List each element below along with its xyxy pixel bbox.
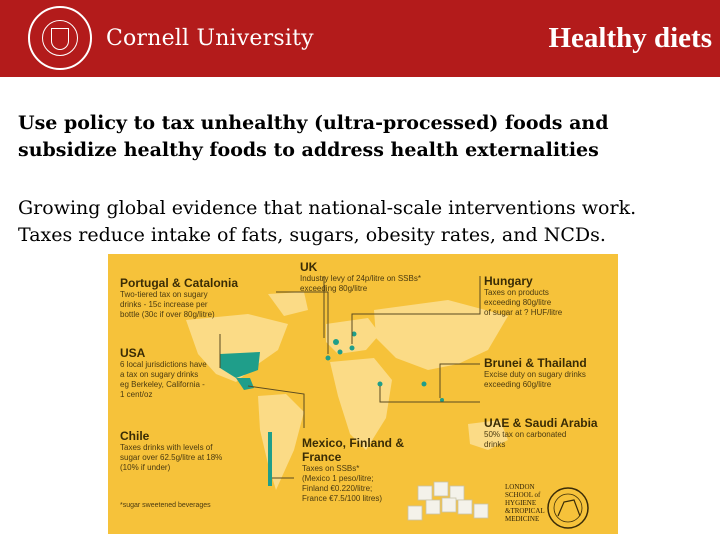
box-line: France €7.5/100 litres) [302, 494, 383, 503]
lshtm-line: &TROPICAL [505, 507, 545, 515]
thailand-marker [421, 381, 427, 387]
box-heading: Portugal & Catalonia [120, 276, 239, 290]
body-text: Growing global evidence that national-sc… [18, 195, 718, 249]
box-heading: Chile [120, 429, 150, 443]
box-heading: USA [120, 346, 146, 360]
cornell-seal-icon [28, 6, 92, 70]
lead-statement: Use policy to tax unhealthy (ultra-proce… [18, 112, 609, 161]
box-line: Taxes on SSBs* [302, 464, 360, 473]
box-line: exceeding 80g/litre [300, 284, 368, 293]
world-map [186, 276, 589, 529]
box-line: exceeding 60g/litre [484, 380, 552, 389]
lshtm-line: HYGIENE [505, 499, 537, 507]
slide-title: Healthy diets [548, 22, 712, 54]
uk-marker [333, 339, 339, 345]
lshtm-line: MEDICINE [505, 515, 540, 523]
box-uk: UK Industry levy of 24p/litre on SSBs* e… [300, 260, 470, 294]
box-line: Taxes drinks with levels of [120, 443, 213, 452]
box-brunei-thailand: Brunei & Thailand Excise duty on sugary … [484, 356, 614, 390]
box-hungary: Hungary Taxes on products exceeding 80g/… [484, 274, 614, 318]
lshtm-crest-icon [547, 487, 589, 529]
north-america-shape [186, 314, 288, 382]
box-heading: UK [300, 260, 318, 274]
asia-shape [374, 300, 508, 370]
box-uae-saudi: UAE & Saudi Arabia 50% tax on carbonated… [484, 416, 614, 450]
box-usa: USA 6 local jurisdictions have a tax on … [120, 346, 240, 400]
box-line: 6 local jurisdictions have [120, 360, 207, 369]
box-line: Industry levy of 24p/litre on SSBs* [300, 274, 421, 283]
box-heading: UAE & Saudi Arabia [484, 416, 598, 430]
box-line: exceeding 80g/litre [484, 298, 552, 307]
box-line: sugar over 62.5g/litre at 18% [120, 453, 223, 462]
box-line: (10% if under) [120, 463, 171, 472]
box-heading: Hungary [484, 274, 533, 288]
box-line: of sugar at ? HUF/litre [484, 308, 563, 317]
portugal-marker [325, 355, 331, 361]
lshtm-logo-text: LONDON SCHOOL of HYGIENE &TROPICAL MEDIC… [505, 483, 545, 523]
box-portugal: Portugal & Catalonia Two-tiered tax on s… [120, 276, 270, 320]
uae-marker [377, 381, 383, 387]
lshtm-line: SCHOOL of [505, 491, 541, 499]
box-heading: Mexico, Finland & France [302, 436, 405, 464]
box-line: Finland €0.220/litre; [302, 484, 373, 493]
finland-marker [351, 331, 357, 337]
sugar-tax-infographic: Portugal & Catalonia Two-tiered tax on s… [108, 254, 618, 534]
africa-shape [330, 358, 392, 450]
box-line: bottle (30c if over 80g/litre) [120, 310, 215, 319]
footnote: *sugar sweetened beverages [120, 502, 211, 509]
header-bar: Cornell University Healthy diets [0, 0, 720, 77]
lshtm-line: LONDON [505, 483, 535, 491]
box-line: Two-tiered tax on sugary [120, 290, 208, 299]
box-heading: Brunei & Thailand [484, 356, 587, 370]
box-line: Taxes on products [484, 288, 549, 297]
usa-highlight [220, 352, 260, 378]
sugar-cubes-icon [407, 481, 489, 521]
box-line: drinks - 15c increase per [120, 300, 208, 309]
mexico-highlight [236, 378, 254, 390]
box-line: 50% tax on carbonated [484, 430, 567, 439]
box-line: (Mexico 1 peso/litre; [302, 474, 374, 483]
france-marker [337, 349, 343, 355]
box-line: eg Berkeley, California - [120, 380, 205, 389]
box-line: 1 cent/oz [120, 390, 153, 399]
box-line: a tax on sugary drinks [120, 370, 199, 379]
body-line: Taxes reduce intake of fats, sugars, obe… [18, 224, 606, 246]
box-mexico-finland-france: Mexico, Finland & France Taxes on SSBs* … [302, 436, 412, 504]
brand-name: Cornell University [106, 26, 314, 51]
leader-lines [219, 276, 481, 479]
body-line: Growing global evidence that national-sc… [18, 197, 637, 219]
greenland-shape [268, 292, 308, 316]
australia-shape [468, 420, 508, 450]
chile-highlight [268, 432, 272, 486]
hungary-marker [349, 345, 355, 351]
box-chile: Chile Taxes drinks with levels of sugar … [120, 429, 270, 473]
box-line: Excise duty on sugary drinks [484, 370, 586, 379]
box-line: drinks [484, 440, 506, 449]
brunei-marker [440, 398, 444, 402]
